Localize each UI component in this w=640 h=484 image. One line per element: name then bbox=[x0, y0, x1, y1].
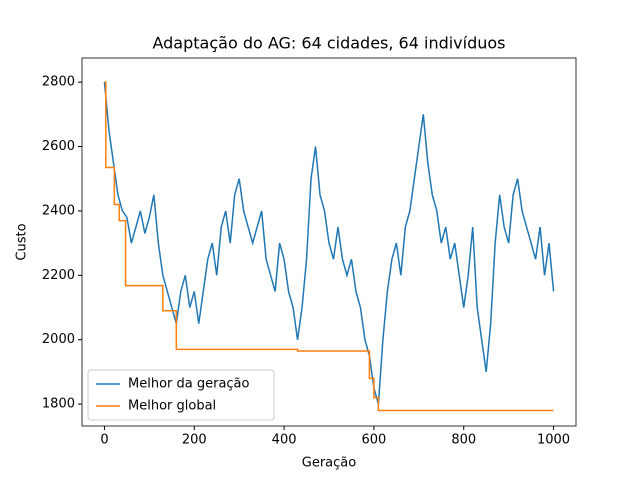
legend-box bbox=[87, 369, 275, 421]
x-tick-label: 0 bbox=[100, 433, 108, 448]
axes-frame bbox=[81, 57, 577, 427]
legend-label: Melhor da geração bbox=[128, 377, 250, 392]
y-tick-label: 2400 bbox=[42, 203, 75, 218]
y-axis-label: Custo bbox=[15, 223, 30, 260]
y-tick-label: 2800 bbox=[42, 75, 75, 90]
x-tick-label: 400 bbox=[272, 433, 297, 448]
y-tick-label: 2200 bbox=[42, 268, 75, 283]
y-tick-label: 2600 bbox=[42, 139, 75, 154]
x-tick-label: 800 bbox=[451, 433, 476, 448]
line-series bbox=[103, 82, 555, 405]
x-tick-label: 600 bbox=[361, 433, 386, 448]
x-axis-label: Geração bbox=[302, 456, 356, 471]
y-tick-label: 2000 bbox=[42, 332, 75, 347]
y-tick-label: 1800 bbox=[42, 397, 75, 412]
line-series bbox=[104, 81, 554, 412]
x-tick-label: 1000 bbox=[537, 433, 570, 448]
chart-title: Adaptação do AG: 64 cidades, 64 indivídu… bbox=[152, 34, 505, 53]
x-tick-label: 200 bbox=[182, 433, 207, 448]
legend-label: Melhor global bbox=[128, 399, 216, 414]
